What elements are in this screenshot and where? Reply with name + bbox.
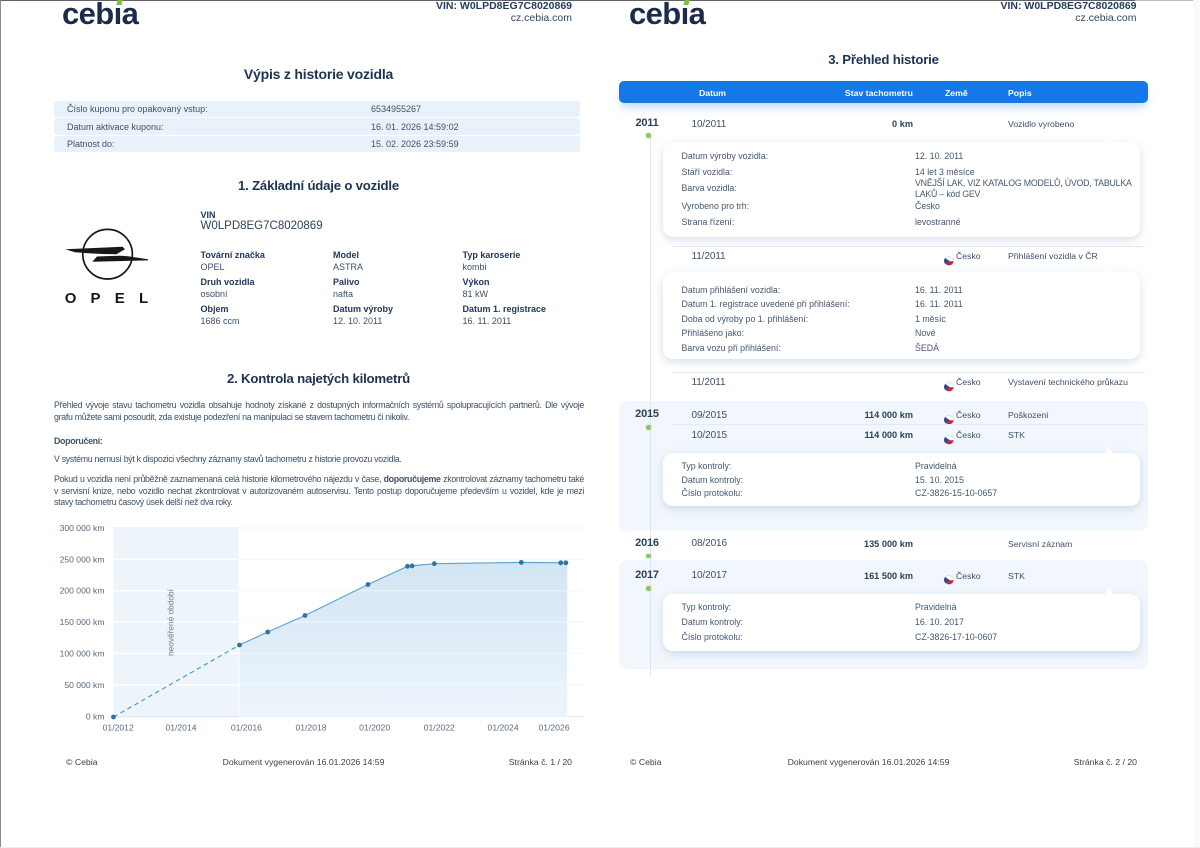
svg-text:01/2026: 01/2026 [538, 723, 569, 733]
svg-text:200 000 km: 200 000 km [60, 586, 105, 596]
svg-text:01/2018: 01/2018 [295, 723, 326, 733]
svg-text:01/2020: 01/2020 [359, 723, 390, 733]
svg-text:01/2012: 01/2012 [103, 723, 134, 733]
svg-text:300 000 km: 300 000 km [60, 523, 105, 533]
svg-text:01/2014: 01/2014 [165, 723, 196, 733]
svg-text:OPEL: OPEL [65, 290, 160, 307]
svg-text:0 km: 0 km [86, 712, 105, 722]
svg-text:01/2016: 01/2016 [231, 723, 262, 733]
svg-text:150 000 km: 150 000 km [60, 617, 105, 627]
svg-text:01/2024: 01/2024 [488, 723, 519, 733]
svg-text:01/2022: 01/2022 [424, 723, 455, 733]
svg-text:250 000 km: 250 000 km [60, 554, 105, 564]
svg-text:neověřené období: neověřené období [166, 588, 176, 656]
svg-text:50 000 km: 50 000 km [64, 680, 104, 690]
svg-text:100 000 km: 100 000 km [60, 648, 105, 658]
